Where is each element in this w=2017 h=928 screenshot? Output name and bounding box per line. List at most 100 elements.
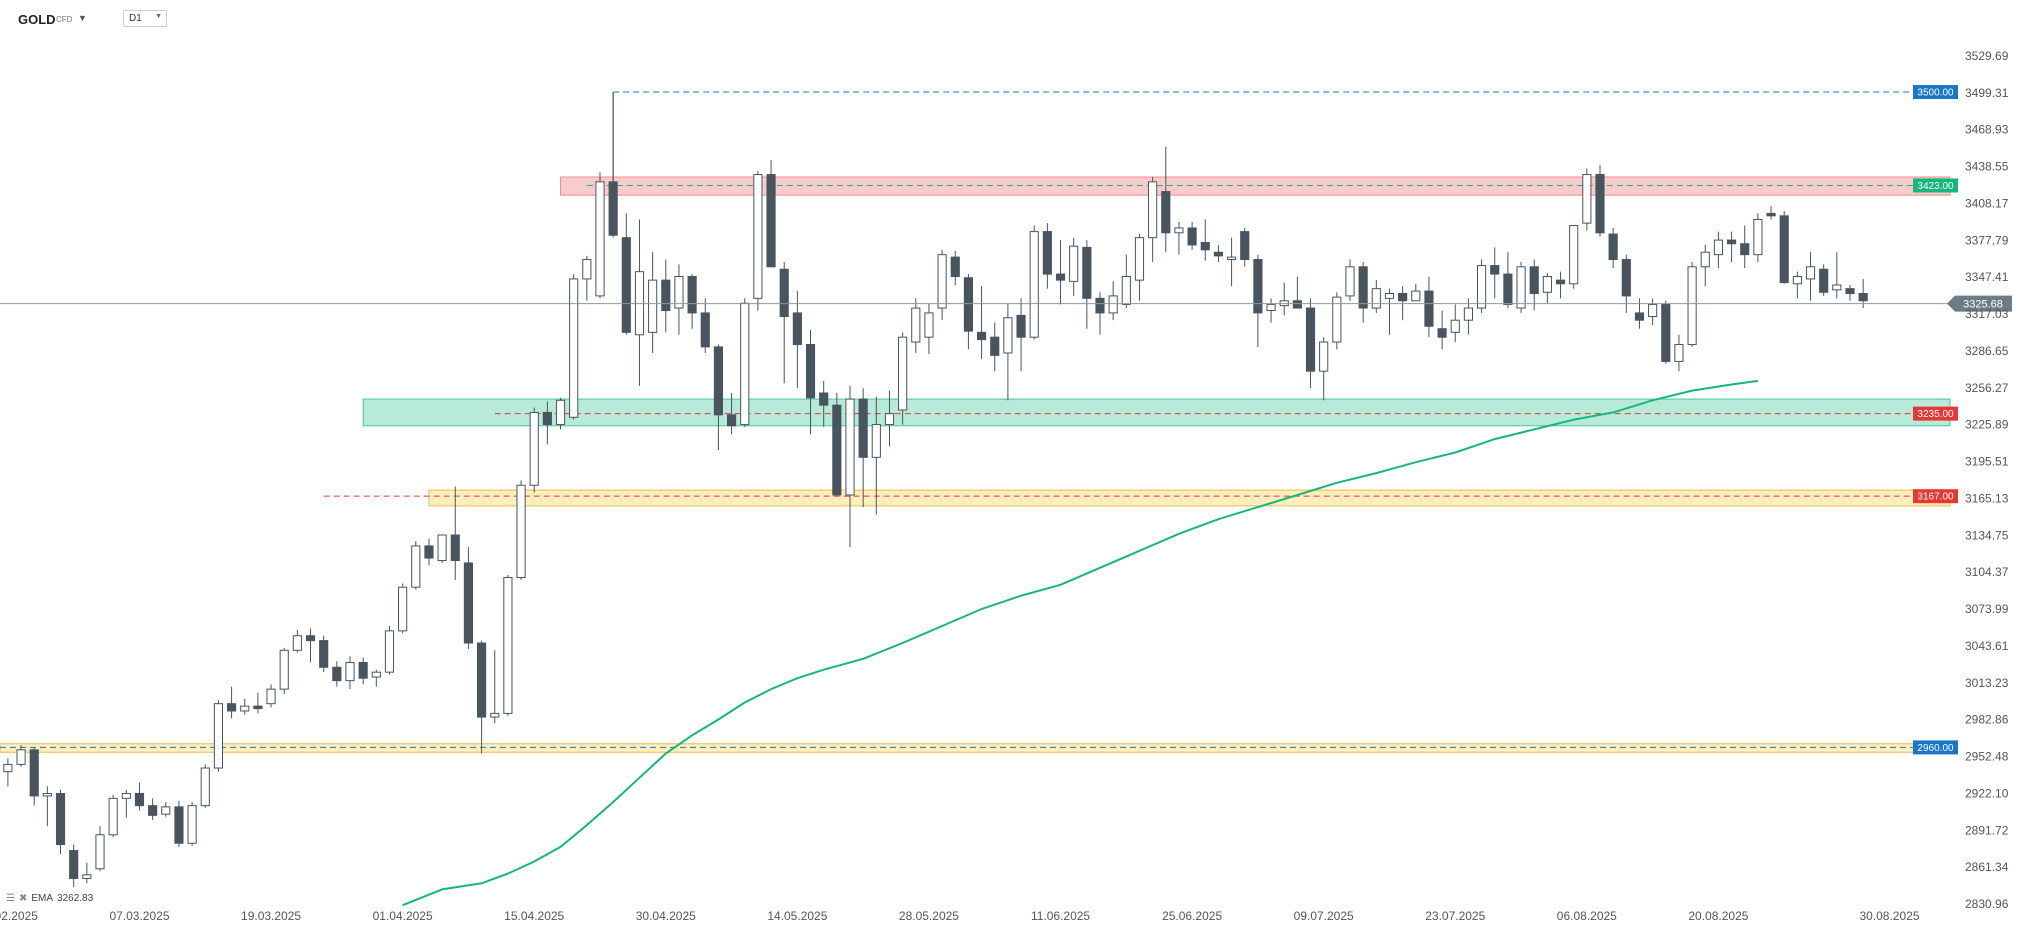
candle-body	[384, 630, 395, 673]
level-label-box	[1913, 406, 1958, 421]
candle-body	[1384, 292, 1395, 299]
candle-body	[740, 302, 750, 426]
y-tick-label: 3225.89	[1965, 418, 2009, 432]
candle-body	[713, 346, 723, 416]
x-tick-label: 21.02.2025	[0, 909, 38, 923]
settings-icon[interactable]: ☰	[6, 893, 15, 904]
candle	[740, 298, 750, 427]
candle	[1477, 259, 1487, 313]
candle	[1753, 213, 1763, 262]
candle-body	[1477, 265, 1487, 309]
level-label-box	[1913, 740, 1958, 755]
candle	[1661, 300, 1671, 364]
y-tick-label: 3468.93	[1965, 123, 2009, 137]
level-label: 3423.00	[1917, 181, 1954, 192]
level-label-box	[1913, 85, 1958, 100]
candle-body	[648, 279, 658, 333]
candle-body	[766, 174, 776, 268]
candle	[1095, 292, 1105, 335]
candle-body	[424, 545, 434, 559]
candle	[1740, 225, 1750, 269]
y-tick-label: 3499.31	[1965, 86, 2009, 100]
candle	[1411, 283, 1421, 302]
candle	[1819, 264, 1829, 296]
ema-legend-name: EMA	[31, 893, 54, 904]
zone-yellow-3	[0, 743, 1951, 753]
ema-line-group	[402, 379, 1759, 907]
candle-body	[1450, 319, 1460, 333]
candle	[1490, 247, 1500, 299]
chart-toolbar: GOLD CFD ▼ D1 ▼	[0, 0, 1950, 40]
candle	[648, 252, 658, 353]
candle-body	[621, 237, 631, 333]
timeframe-select[interactable]: D1 ▼	[123, 10, 167, 27]
candle	[674, 264, 684, 335]
candle-body	[582, 259, 592, 280]
y-tick-label: 3347.41	[1965, 270, 2009, 284]
candle-body	[779, 268, 789, 318]
symbol-dropdown-chevron-icon[interactable]: ▼	[78, 13, 87, 23]
y-tick-label: 2952.48	[1965, 750, 2009, 764]
candle-body	[1319, 341, 1329, 372]
candle	[1371, 280, 1381, 313]
candle-body	[1332, 296, 1342, 343]
candle-body	[503, 576, 513, 714]
candle-body	[884, 413, 895, 426]
candle-body	[200, 767, 210, 807]
candle-body	[1424, 290, 1434, 327]
candle-body	[358, 661, 368, 679]
candle	[1029, 225, 1039, 340]
time-axis: 21.02.2025 07.03.2025 19.03.2025 01.04.2025…	[0, 909, 1920, 923]
candle-body	[727, 414, 737, 427]
candle	[569, 274, 579, 420]
candle-body	[1582, 174, 1592, 224]
candle	[82, 862, 92, 884]
candle	[766, 159, 776, 268]
candle	[687, 274, 697, 329]
candle-body	[832, 404, 842, 496]
x-tick-label: 06.08.2025	[1557, 909, 1617, 923]
y-tick-label: 2891.72	[1965, 823, 2009, 837]
candle-body	[924, 312, 934, 338]
candle	[1358, 261, 1368, 323]
candle-body	[1779, 215, 1789, 284]
candle	[29, 747, 39, 806]
candle-body	[134, 793, 145, 807]
candle	[1634, 298, 1645, 329]
candle	[1779, 210, 1789, 284]
x-tick-label: 14.05.2025	[767, 909, 827, 923]
candle	[1161, 146, 1171, 253]
candle-body	[819, 392, 829, 406]
candle	[95, 826, 105, 872]
candle-body	[1516, 266, 1526, 309]
candle-body	[1042, 231, 1052, 275]
candle-body	[1055, 273, 1066, 281]
candle	[1569, 225, 1579, 289]
candle	[595, 172, 605, 299]
candle	[108, 794, 118, 838]
close-icon[interactable]: ✖	[18, 893, 28, 904]
candle-body	[82, 874, 92, 879]
candle-body	[1240, 231, 1250, 261]
symbol-name[interactable]: GOLD	[18, 12, 56, 27]
candle-body	[792, 312, 802, 345]
candle-body	[1411, 290, 1421, 302]
candle-body	[174, 806, 184, 844]
candle	[174, 800, 184, 847]
candle	[187, 802, 197, 846]
candle	[1529, 259, 1539, 311]
y-tick-label: 2982.86	[1965, 713, 2009, 727]
y-tick-label: 3438.55	[1965, 160, 2009, 174]
y-tick-label: 3286.65	[1965, 344, 2009, 358]
candle-body	[463, 562, 473, 644]
candle	[779, 261, 789, 384]
candle-body	[595, 181, 605, 297]
price-zones	[0, 176, 1951, 753]
candle	[937, 249, 947, 321]
candle-body	[1305, 307, 1316, 372]
candle-body	[213, 703, 223, 769]
chevron-down-icon: ▼	[155, 13, 162, 20]
candle	[3, 758, 13, 787]
candle-body	[490, 712, 500, 718]
